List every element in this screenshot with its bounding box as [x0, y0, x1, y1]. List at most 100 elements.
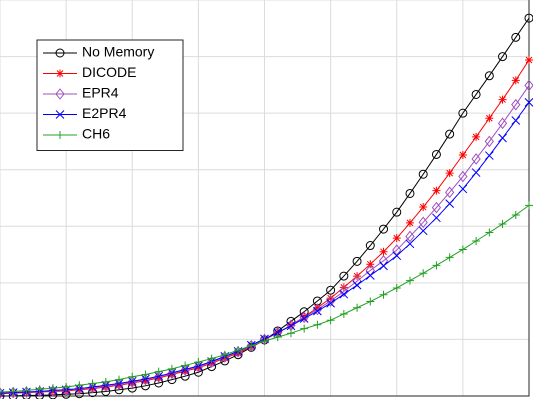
legend-marker [56, 131, 64, 139]
legend: No Memory DICODE EPR4 E2PR4 CH6 [36, 39, 184, 151]
point-marker [511, 98, 521, 111]
point-marker [0, 391, 5, 399]
point-marker [445, 186, 455, 199]
point-marker [511, 116, 521, 125]
point-marker [392, 234, 401, 243]
point-marker [260, 337, 269, 346]
point-marker [0, 388, 4, 397]
point-marker [511, 76, 520, 85]
point-marker [405, 218, 414, 227]
point-marker [313, 303, 322, 312]
legend-label: E2PR4 [82, 105, 127, 121]
point-marker [167, 364, 176, 373]
point-marker [458, 245, 467, 254]
legend-marker [55, 88, 65, 100]
legend-label: EPR4 [82, 85, 119, 101]
legend-label: CH6 [82, 126, 110, 142]
point-marker [472, 236, 481, 245]
point-marker [484, 151, 494, 160]
point-marker [484, 135, 494, 148]
point-marker [352, 256, 362, 266]
point-marker [498, 95, 507, 104]
point-marker [181, 361, 190, 370]
point-marker [497, 117, 508, 130]
point-marker [326, 285, 336, 295]
point-marker [379, 247, 388, 256]
point-marker [524, 79, 533, 92]
point-marker [392, 207, 402, 217]
point-marker [194, 358, 203, 367]
point-marker [419, 203, 428, 212]
point-marker [154, 373, 163, 382]
point-marker [207, 354, 216, 363]
point-marker [431, 201, 442, 214]
point-marker [419, 269, 428, 278]
point-marker [498, 52, 508, 62]
point-marker [352, 280, 362, 290]
point-marker [48, 385, 58, 397]
point-marker [445, 199, 455, 209]
point-marker [141, 374, 150, 384]
point-marker [326, 316, 335, 325]
point-marker [115, 375, 124, 384]
point-marker [299, 314, 309, 323]
point-marker [313, 306, 322, 316]
point-marker [154, 367, 163, 376]
point-marker [525, 201, 533, 210]
point-marker [273, 328, 283, 337]
point-marker [418, 226, 428, 236]
legend-marker [55, 48, 65, 58]
point-marker [471, 153, 481, 165]
point-marker [74, 382, 84, 395]
point-marker [181, 367, 190, 376]
point-marker [207, 359, 216, 368]
point-marker [432, 186, 441, 195]
point-marker [366, 297, 375, 306]
point-marker [339, 289, 349, 299]
point-marker [101, 377, 110, 386]
point-marker [220, 350, 229, 359]
point-marker [87, 381, 98, 394]
legend-label: DICODE [82, 64, 136, 80]
legend-label: No Memory [82, 44, 154, 60]
point-marker [140, 373, 151, 386]
point-marker [339, 285, 349, 298]
point-marker [247, 341, 256, 350]
point-marker [127, 376, 137, 386]
point-marker [405, 239, 415, 249]
point-marker [484, 71, 494, 81]
point-marker [445, 169, 454, 178]
point-marker [392, 283, 401, 292]
point-marker [141, 376, 150, 385]
point-marker [75, 385, 84, 394]
point-marker [431, 149, 441, 159]
point-marker [445, 129, 455, 139]
point-marker [22, 386, 31, 395]
point-marker [498, 220, 507, 229]
point-marker [471, 168, 481, 177]
point-marker [365, 271, 375, 280]
point-marker [511, 32, 521, 42]
point-marker [62, 382, 71, 391]
point-marker [286, 321, 296, 331]
legend-box [36, 39, 184, 151]
legend-marker [55, 110, 65, 119]
point-marker [154, 371, 164, 381]
point-marker [286, 316, 296, 326]
point-marker [352, 275, 362, 287]
point-marker [88, 379, 97, 388]
point-marker [127, 376, 137, 388]
point-marker [365, 241, 375, 251]
point-marker [405, 276, 414, 285]
point-marker [286, 329, 295, 338]
point-marker [458, 151, 467, 160]
point-marker [300, 324, 309, 333]
point-marker [418, 216, 428, 229]
point-marker [525, 55, 533, 64]
point-marker [432, 213, 441, 223]
point-marker [88, 384, 97, 393]
point-marker [405, 188, 415, 198]
point-marker [326, 298, 335, 308]
point-marker [194, 363, 203, 372]
